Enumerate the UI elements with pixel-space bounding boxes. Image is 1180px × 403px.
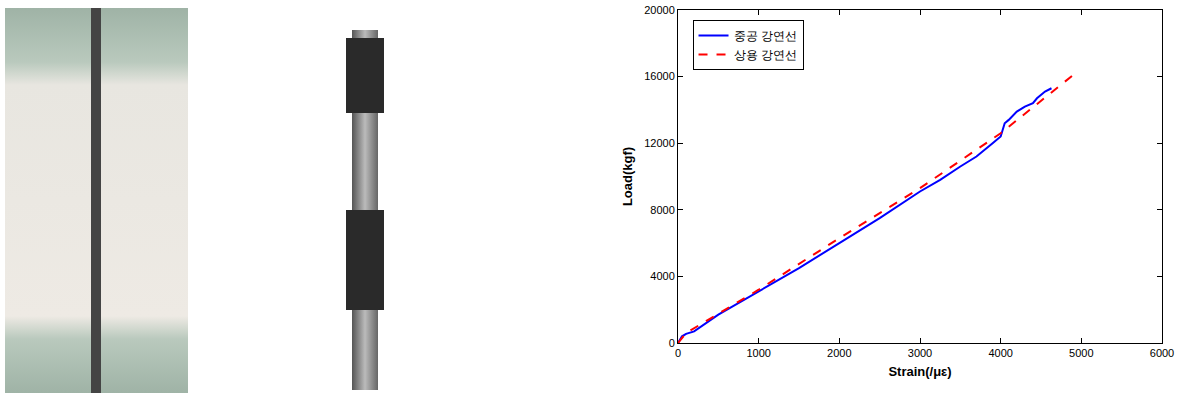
svg-text:0: 0 bbox=[669, 337, 675, 349]
svg-text:2000: 2000 bbox=[827, 347, 851, 359]
svg-text:중공 강연선: 중공 강연선 bbox=[734, 29, 798, 43]
svg-text:상용 강연선: 상용 강연선 bbox=[734, 48, 798, 62]
svg-text:6000: 6000 bbox=[1150, 347, 1174, 359]
svg-text:4000: 4000 bbox=[650, 270, 674, 282]
svg-text:Load(kgf): Load(kgf) bbox=[620, 147, 635, 206]
svg-text:5000: 5000 bbox=[1069, 347, 1093, 359]
svg-text:1000: 1000 bbox=[746, 347, 770, 359]
svg-text:8000: 8000 bbox=[650, 204, 674, 216]
svg-text:20000: 20000 bbox=[644, 4, 675, 16]
svg-text:Strain(/με): Strain(/με) bbox=[888, 364, 951, 379]
svg-text:0: 0 bbox=[675, 347, 681, 359]
svg-text:12000: 12000 bbox=[644, 137, 675, 149]
svg-text:3000: 3000 bbox=[908, 347, 932, 359]
svg-text:4000: 4000 bbox=[988, 347, 1012, 359]
svg-text:16000: 16000 bbox=[644, 70, 675, 82]
